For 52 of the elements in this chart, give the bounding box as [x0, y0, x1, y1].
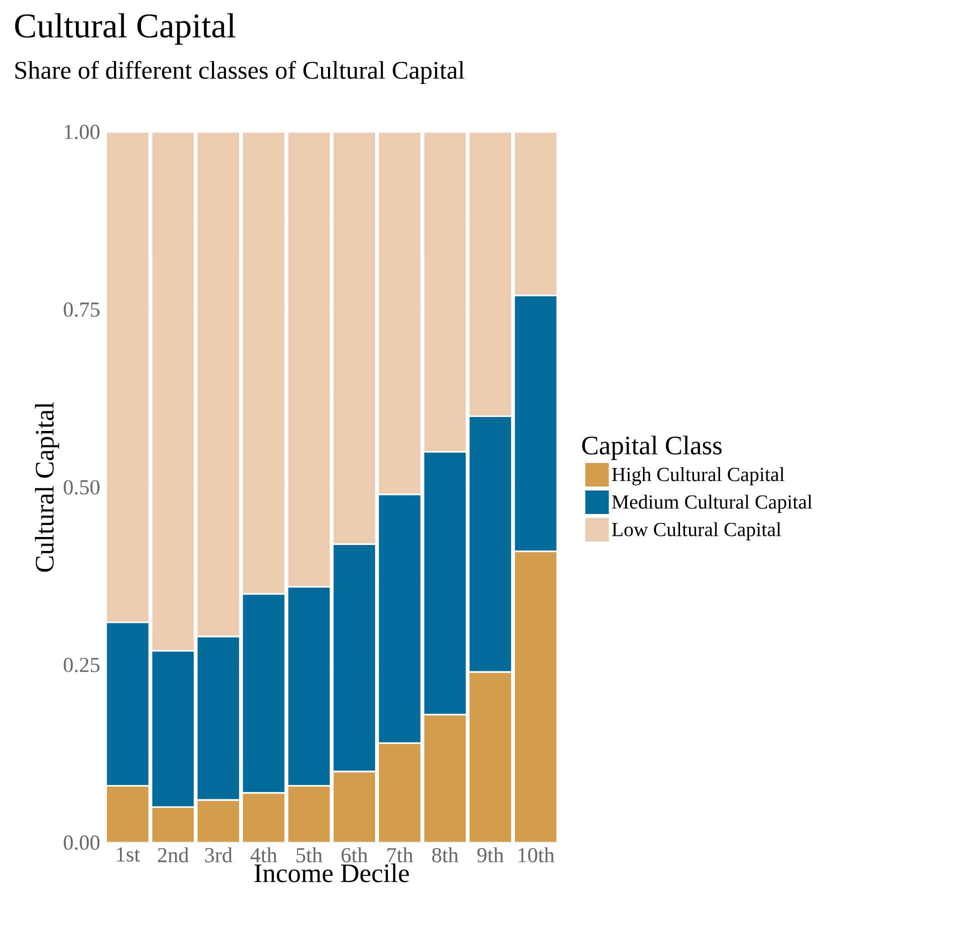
x-tick-label: 6th: [342, 848, 368, 863]
bar: [286, 132, 332, 588]
y-tick-label: 1.00: [64, 124, 100, 140]
bar: [377, 132, 422, 496]
bar: [106, 786, 150, 843]
bar: [332, 772, 376, 843]
bar: [241, 593, 286, 794]
bar: [513, 132, 558, 296]
bar: [422, 451, 468, 716]
chart-title: Cultural Capital: [15, 13, 236, 45]
x-tick-label: 10th: [518, 848, 554, 863]
x-tick-label: 9th: [477, 848, 504, 863]
bar: [468, 132, 513, 418]
y-tick-label: 0.50: [64, 480, 100, 495]
x-tick-label: 3rd: [205, 848, 232, 863]
legend-title: Capital Class: [582, 436, 722, 460]
bar: [196, 636, 241, 801]
y-axis-title: Cultural Capital: [34, 402, 60, 572]
legend-label: Low Cultural Capital: [612, 522, 782, 541]
x-tick-label: 4th: [250, 848, 278, 863]
x-axis-title: Income Decile: [254, 864, 409, 882]
bar: [468, 672, 512, 843]
chart-subtitle: Share of different classes of Cultural Capital: [15, 60, 464, 84]
bar: [150, 132, 196, 652]
x-tick-label: 2nd: [158, 848, 189, 863]
bar: [105, 622, 150, 787]
y-tick-label: 0.00: [64, 836, 100, 850]
bar: [332, 544, 377, 773]
bar: [196, 132, 241, 638]
y-tick-label: 0.25: [64, 658, 100, 672]
bar: [513, 294, 558, 552]
bar: [378, 743, 422, 843]
x-tick-label: 7th: [387, 848, 414, 863]
x-tick-label: 1st: [117, 848, 140, 862]
bar: [196, 800, 240, 843]
y-tick-label: 0.75: [64, 302, 100, 318]
bar: [468, 416, 513, 674]
legend-label: Medium Cultural Capital: [612, 494, 812, 513]
x-tick-label: 5th: [296, 848, 322, 863]
bar: [151, 807, 195, 843]
bar: [423, 714, 467, 843]
bar: [377, 494, 422, 744]
bar: [241, 132, 286, 595]
bar: [242, 793, 286, 843]
bar: [105, 132, 150, 624]
legend-label: High Cultural Capital: [612, 467, 784, 486]
bar: [286, 586, 332, 787]
bar: [150, 650, 196, 808]
x-tick-label: 8th: [432, 848, 458, 863]
bar: [332, 132, 377, 546]
bar: [287, 786, 331, 843]
bar: [422, 132, 468, 453]
